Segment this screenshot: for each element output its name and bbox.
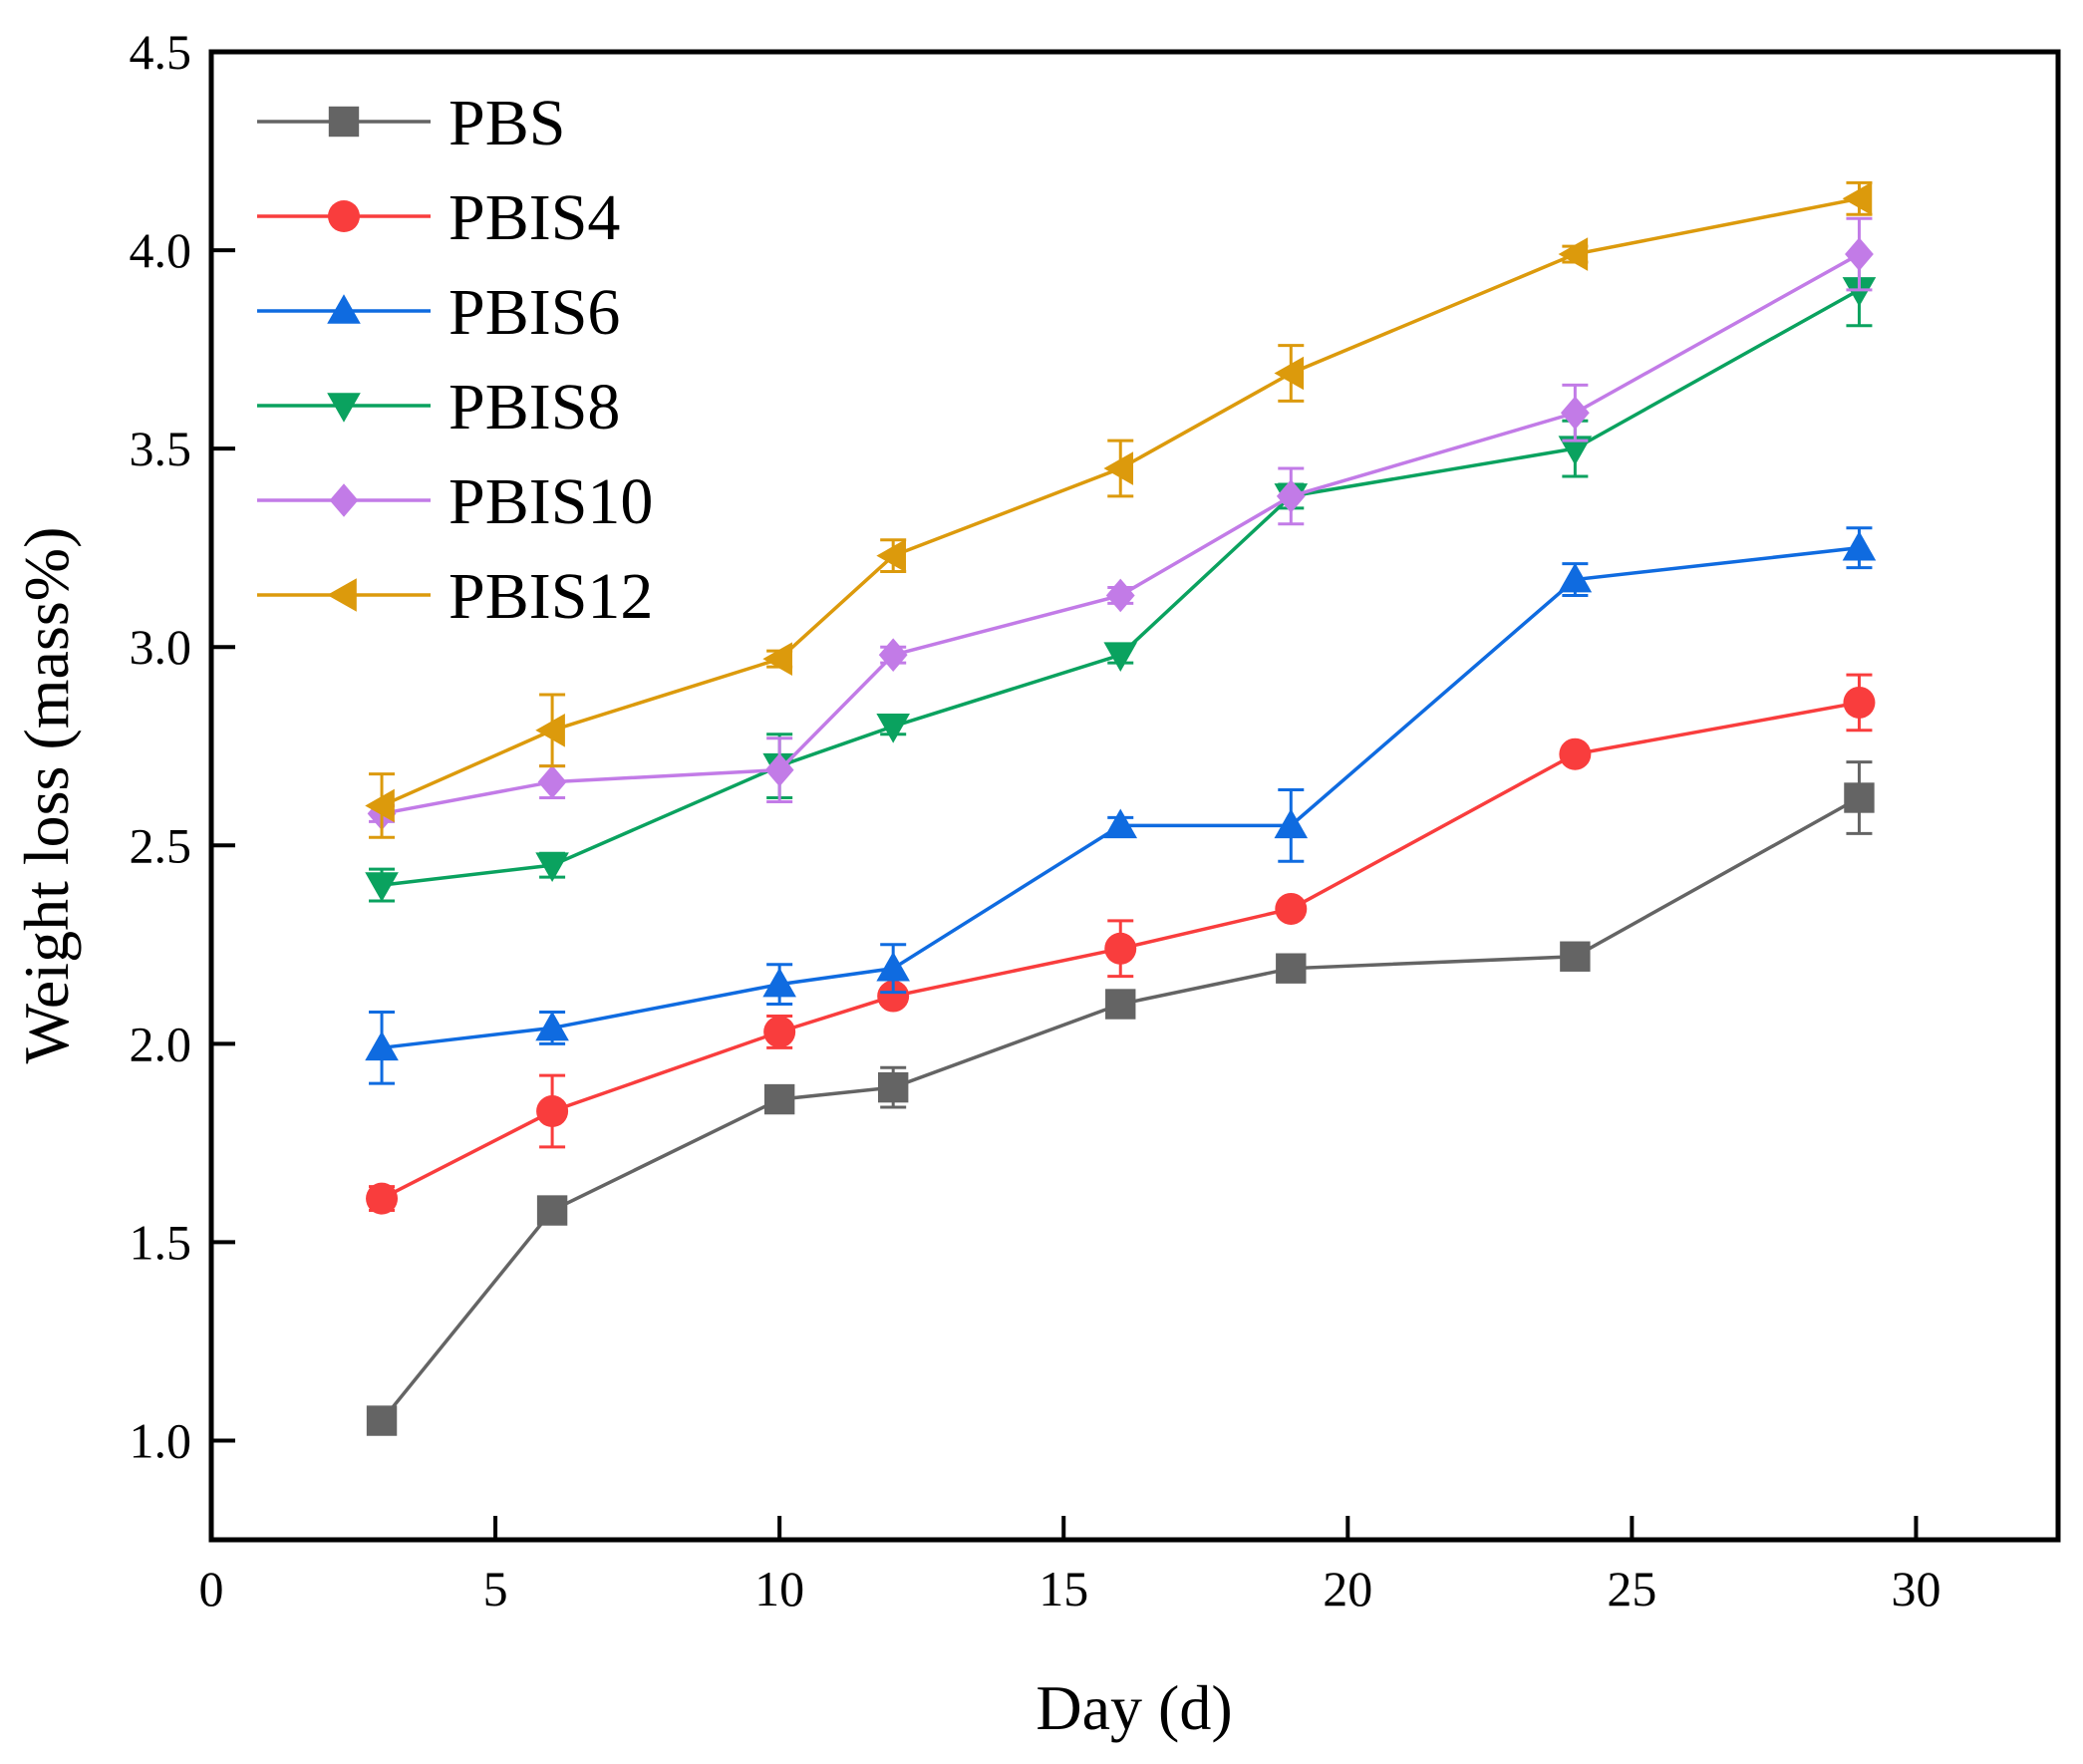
x-axis-title: Day (d) [1036,1672,1232,1743]
x-tick-label: 30 [1891,1561,1940,1617]
pbs-line [380,795,1861,1422]
pbis4-point [366,1182,399,1215]
pbis10-point [1105,578,1135,613]
legend-label-pbs: PBS [448,87,565,159]
pbis8-point [1842,277,1877,307]
pbs-point [1844,782,1875,813]
pbis4-point [1104,932,1137,965]
pbis8-point [365,872,399,902]
pbis10-line [381,252,1861,816]
legend-label-pbis12: PBIS12 [448,560,653,633]
legend-item-pbis4: PBIS4 [257,181,620,254]
pbis4-point [1275,892,1308,925]
legend-item-pbis12: PBIS12 [257,560,653,633]
y-tick-label: 2.5 [130,817,192,873]
pbs-point [366,1405,398,1436]
y-axis-title: Weight loss (mass%) [11,527,82,1064]
series-pbis10 [367,216,1874,831]
pbis10-point [764,752,794,787]
pbis8-point [535,852,569,882]
series-pbis4 [366,673,1876,1215]
y-tick-label: 1.5 [130,1214,192,1270]
legend-label-pbis6: PBIS6 [448,276,620,349]
pbis8-point [876,714,910,743]
pbis4-line [381,701,1860,1201]
pbs-point [536,1195,568,1226]
plot-frame [208,49,2061,1543]
legend-marker-pbis4 [328,200,360,232]
y-tick-label: 3.5 [130,421,192,476]
pbis10-point [1845,237,1874,271]
y-tick-label: 1.0 [130,1412,192,1468]
legend-item-pbs: PBS [257,87,565,159]
series-pbis12 [365,180,1873,839]
pbis8-line [381,288,1861,887]
legend-marker-pbis10 [329,483,359,517]
pbis12-point [1103,451,1134,485]
legend-item-pbis10: PBIS10 [257,465,653,538]
x-tick-label: 0 [199,1561,224,1617]
pbis12-point [1842,181,1873,216]
pbis12-point [762,642,792,676]
series-pbs [366,760,1875,1436]
x-tick-label: 5 [483,1561,508,1617]
pbis10-point [537,764,567,799]
legend-marker-pbis8 [327,393,361,423]
pbis4-point [1559,737,1592,770]
pbs-point [763,1083,795,1115]
pbis6-point [876,951,910,982]
pbis6-point [365,1030,399,1061]
x-tick-label: 10 [754,1561,804,1617]
pbis4-point [536,1095,569,1128]
pbis10-point [878,638,908,672]
pbis12-point [365,788,395,823]
legend-label-pbis8: PBIS8 [448,371,620,443]
legend-item-pbis6: PBIS6 [257,276,620,349]
pbis4-point [877,980,910,1013]
pbs-point [1560,941,1591,972]
pbis6-point [1103,808,1138,839]
x-tick-label: 20 [1323,1561,1372,1617]
legend-label-pbis10: PBIS10 [448,465,653,538]
y-tick-label: 4.5 [130,24,192,80]
pbis12-point [876,538,906,573]
x-tick-label: 25 [1607,1561,1656,1617]
legend-item-pbis8: PBIS8 [257,371,620,443]
pbis10-point [1276,479,1306,513]
legend-marker-pbis12 [327,578,357,612]
pbis4-point [1843,686,1876,719]
y-tick-label: 2.0 [130,1016,192,1071]
series-pbis6 [365,526,1877,1085]
pbis10-point [1560,396,1590,431]
pbs-point [1276,953,1307,984]
y-tick-label: 3.0 [130,619,192,675]
x-tick-label: 15 [1039,1561,1088,1617]
pbis4-point [763,1016,796,1048]
legend-label-pbis4: PBIS4 [448,181,620,254]
series-layer [365,180,1877,1436]
pbis12-point [1274,356,1305,391]
pbis12-point [1558,237,1589,271]
pbis6-point [1274,808,1309,839]
pbs-point [877,1071,909,1103]
pbis6-point [535,1011,569,1041]
legend-marker-pbs [328,106,360,138]
pbis8-point [1103,642,1138,672]
pbis12-line [381,196,1860,808]
pbis6-line [381,545,1860,1050]
y-tick-label: 4.0 [130,222,192,278]
ticks-layer: 0 5 10 15 20 25 30 1.0 1.5 2.0 2.5 3.0 3.5 4.0 4.5 [130,24,1941,1617]
pbis8-point [1558,436,1593,465]
pbis12-point [535,714,565,747]
pbs-point [1105,989,1136,1020]
legend: PBS PBIS4 PBIS6 PBIS8 PBIS10 PBIS12 [257,87,653,633]
pbis6-point [1558,562,1593,593]
pbis6-point [762,967,796,998]
pbis6-point [1842,530,1877,561]
legend-marker-pbis6 [327,294,361,324]
